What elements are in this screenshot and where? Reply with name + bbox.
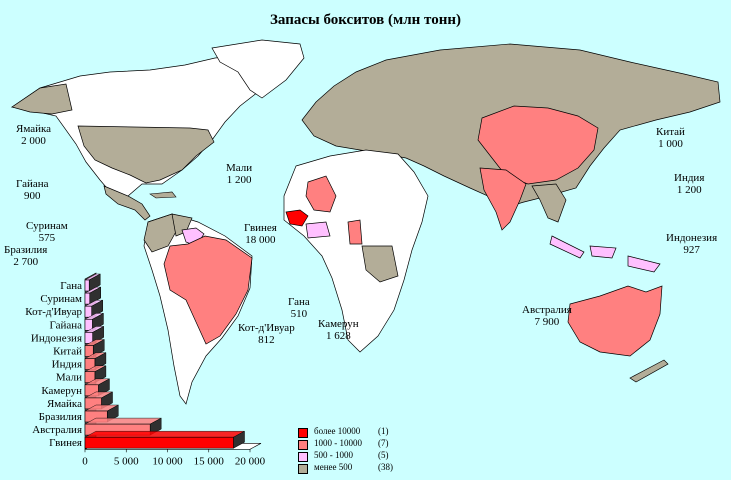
indonesia-territory: [549, 235, 661, 273]
label-guyana: Гайана 900: [16, 178, 49, 202]
label-guinea: Гвинея 18 000: [244, 222, 277, 246]
label-mali: Мали 1 200: [226, 162, 252, 186]
label-jamaica-name: Ямайка: [16, 123, 52, 135]
label-cameroon-name: Камерун: [318, 318, 359, 330]
legend-swatch: [298, 452, 308, 462]
new-zealand: [629, 359, 669, 383]
label-china-value: 1 000: [658, 138, 683, 150]
label-australia-value: 7 900: [534, 316, 560, 328]
label-suriname: Суринам 575: [26, 220, 68, 244]
brazil-territory: [163, 235, 253, 345]
label-mali-value: 1 200: [226, 174, 252, 186]
label-cote-divoire-name: Кот-д'Ивуар: [238, 322, 295, 334]
label-brazil-name: Бразилия: [4, 244, 48, 256]
label-jamaica: Ямайка 2 000: [16, 123, 51, 147]
label-suriname-name: Суринам: [26, 220, 68, 232]
label-ghana: Гана 510: [288, 296, 310, 320]
legend-item: 1000 - 10000 (7): [298, 438, 418, 450]
west-africa-small: [305, 221, 331, 239]
legend-label: менее 500: [314, 462, 353, 472]
legend-label: более 10000: [314, 426, 361, 436]
map-title: Запасы бокситов (млн тонн): [270, 12, 461, 28]
southeast-asia: [531, 183, 567, 223]
label-guinea-name: Гвинея: [244, 222, 277, 234]
label-cameroon-value: 1 628: [325, 330, 351, 342]
legend-label: 1000 - 10000: [314, 438, 362, 448]
label-indonesia-name: Индонезия: [666, 232, 718, 244]
label-cote-divoire-value: 812: [258, 334, 275, 346]
legend: более 10000 (1) 1000 - 10000 (7) 500 - 1…: [298, 426, 418, 474]
africa-other-grey: [361, 245, 399, 283]
label-guyana-value: 900: [24, 190, 41, 202]
label-china: Китай 1 000: [656, 126, 685, 150]
label-indonesia: Индонезия 927: [666, 232, 717, 256]
label-indonesia-value: 927: [683, 244, 700, 256]
legend-count: (38): [378, 462, 393, 472]
label-guinea-value: 18 000: [245, 234, 276, 246]
label-cameroon: Камерун 1 628: [318, 318, 359, 342]
legend-item: менее 500 (38): [298, 462, 418, 474]
label-cote-divoire: Кот-д'Ивуар 812: [238, 322, 295, 346]
usa-territory: [77, 125, 215, 184]
legend-swatch: [298, 440, 308, 450]
legend-count: (7): [378, 438, 389, 448]
legend-swatch: [298, 428, 308, 438]
label-suriname-value: 575: [38, 232, 56, 244]
legend-item: более 10000 (1): [298, 426, 418, 438]
india-territory: [479, 167, 527, 231]
label-brazil-value: 2 700: [13, 256, 39, 268]
central-america: [103, 185, 151, 221]
label-mali-name: Мали: [226, 162, 253, 174]
cameroon-territory: [347, 219, 363, 245]
australia-territory: [567, 285, 663, 357]
greenland: [211, 39, 305, 99]
label-india: Индия 1 200: [674, 172, 704, 196]
label-india-value: 1 200: [676, 184, 702, 196]
legend-label: 500 - 1000: [314, 450, 353, 460]
label-india-name: Индия: [674, 172, 705, 184]
label-guyana-name: Гайана: [16, 178, 49, 190]
label-australia-name: Австралия: [522, 304, 572, 316]
legend-swatch: [298, 464, 308, 474]
mali-territory: [305, 175, 337, 213]
legend-count: (1): [378, 426, 389, 436]
label-ghana-name: Гана: [288, 296, 310, 308]
guinea-territory: [285, 209, 309, 227]
caribbean-islands: [149, 191, 177, 199]
label-china-name: Китай: [656, 126, 685, 138]
legend-item: 500 - 1000 (5): [298, 450, 418, 462]
legend-count: (5): [378, 450, 389, 460]
label-australia: Австралия 7 900: [522, 304, 572, 328]
label-ghana-value: 510: [290, 308, 308, 320]
label-brazil: Бразилия 2 700: [4, 244, 47, 268]
label-jamaica-value: 2 000: [21, 135, 46, 147]
china-territory: [477, 105, 599, 185]
alaska-territory: [11, 83, 73, 115]
